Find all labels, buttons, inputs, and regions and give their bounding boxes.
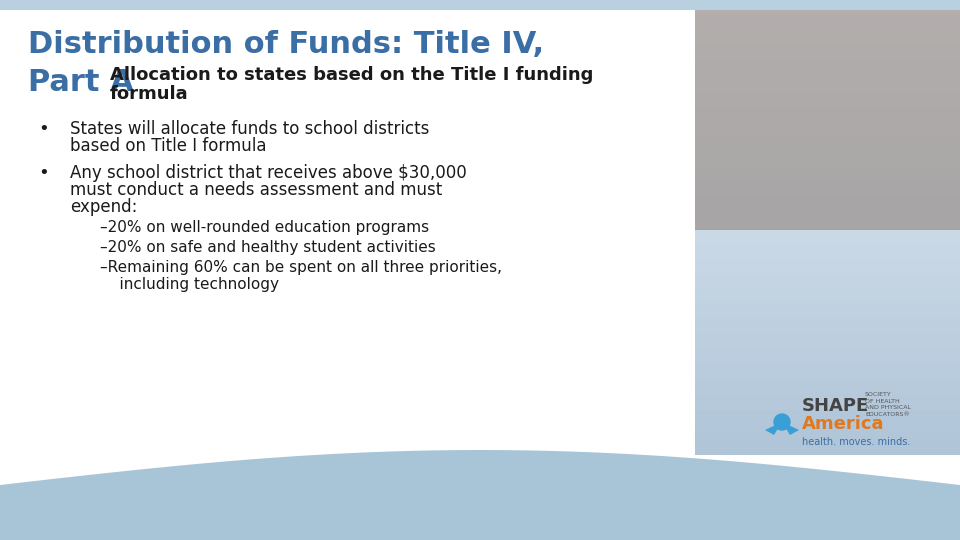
Text: must conduct a needs assessment and must: must conduct a needs assessment and must [70, 181, 443, 199]
Text: Any school district that receives above $30,000: Any school district that receives above … [70, 164, 467, 182]
Text: SHAPE: SHAPE [802, 397, 869, 415]
Text: •: • [38, 120, 49, 138]
Circle shape [774, 414, 790, 430]
Bar [695, 137, 960, 152]
Text: including technology: including technology [100, 277, 279, 292]
Bar [695, 0, 960, 260]
Bar [695, 288, 960, 303]
Bar [695, 0, 960, 455]
Bar [0, 0, 960, 10]
Polygon shape [0, 450, 960, 540]
Text: based on Title I formula: based on Title I formula [70, 137, 267, 155]
Bar [695, 197, 960, 212]
Bar [695, 242, 960, 258]
Bar [695, 91, 960, 106]
Bar [695, 303, 960, 319]
Text: Allocation to states based on the Title I funding: Allocation to states based on the Title … [110, 66, 593, 84]
Bar [695, 182, 960, 197]
Bar [695, 227, 960, 242]
Bar [695, 30, 960, 45]
Text: Part A: Part A [28, 68, 133, 97]
Bar [695, 76, 960, 91]
Polygon shape [765, 422, 782, 435]
Text: formula: formula [110, 85, 188, 103]
Bar [695, 334, 960, 349]
Text: –20% on safe and healthy student activities: –20% on safe and healthy student activit… [100, 240, 436, 255]
Bar [695, 167, 960, 182]
Text: –20% on well-rounded education programs: –20% on well-rounded education programs [100, 220, 429, 235]
Text: •: • [38, 164, 49, 182]
Polygon shape [0, 475, 960, 540]
Bar [695, 424, 960, 440]
Bar [695, 152, 960, 167]
Bar [695, 409, 960, 424]
Bar [695, 349, 960, 364]
Text: America: America [802, 415, 884, 433]
Bar [695, 15, 960, 30]
Text: Distribution of Funds: Title IV,: Distribution of Funds: Title IV, [28, 30, 544, 59]
Bar [695, 60, 960, 76]
Text: SOCIETY
OF HEALTH
AND PHYSICAL
EDUCATORS®: SOCIETY OF HEALTH AND PHYSICAL EDUCATORS… [865, 392, 911, 417]
Bar [695, 440, 960, 455]
Bar [695, 122, 960, 137]
Bar [695, 212, 960, 227]
Text: States will allocate funds to school districts: States will allocate funds to school dis… [70, 120, 429, 138]
Bar [695, 0, 960, 15]
Bar [695, 106, 960, 122]
Text: health. moves. minds.: health. moves. minds. [802, 437, 910, 447]
Bar [695, 0, 960, 230]
Text: expend:: expend: [70, 198, 137, 216]
Bar [695, 273, 960, 288]
Bar [695, 258, 960, 273]
Text: –Remaining 60% can be spent on all three priorities,: –Remaining 60% can be spent on all three… [100, 260, 502, 275]
Bar [695, 319, 960, 334]
Polygon shape [782, 422, 799, 435]
Bar [695, 379, 960, 394]
Bar [695, 394, 960, 409]
Bar [695, 364, 960, 379]
Bar [695, 45, 960, 60]
